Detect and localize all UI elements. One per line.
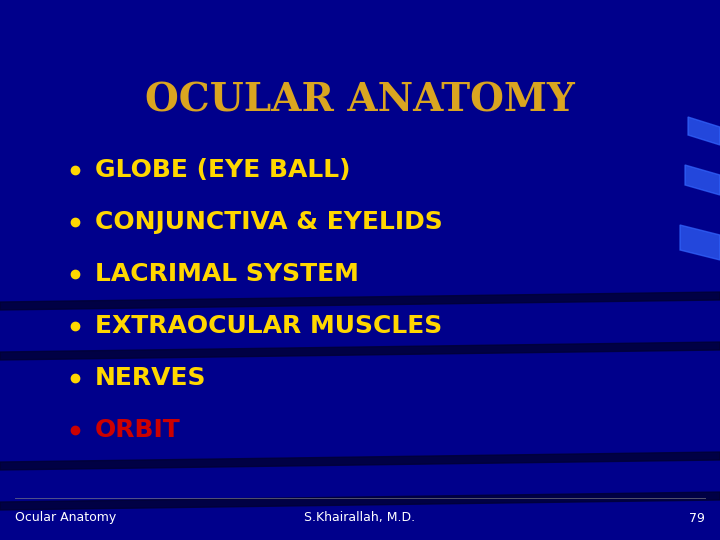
Text: ORBIT: ORBIT (95, 418, 181, 442)
Text: EXTRAOCULAR MUSCLES: EXTRAOCULAR MUSCLES (95, 314, 442, 338)
Text: CONJUNCTIVA & EYELIDS: CONJUNCTIVA & EYELIDS (95, 210, 443, 234)
Text: LACRIMAL SYSTEM: LACRIMAL SYSTEM (95, 262, 359, 286)
Text: 79: 79 (689, 511, 705, 524)
Polygon shape (0, 292, 720, 310)
Polygon shape (0, 492, 720, 510)
Text: OCULAR ANATOMY: OCULAR ANATOMY (145, 81, 575, 119)
Text: S.Khairallah, M.D.: S.Khairallah, M.D. (305, 511, 415, 524)
Polygon shape (0, 342, 720, 360)
Text: Ocular Anatomy: Ocular Anatomy (15, 511, 116, 524)
Polygon shape (688, 117, 720, 145)
Polygon shape (0, 452, 720, 470)
Text: NERVES: NERVES (95, 366, 207, 390)
Polygon shape (680, 225, 720, 260)
Polygon shape (685, 165, 720, 195)
Text: GLOBE (EYE BALL): GLOBE (EYE BALL) (95, 158, 351, 182)
